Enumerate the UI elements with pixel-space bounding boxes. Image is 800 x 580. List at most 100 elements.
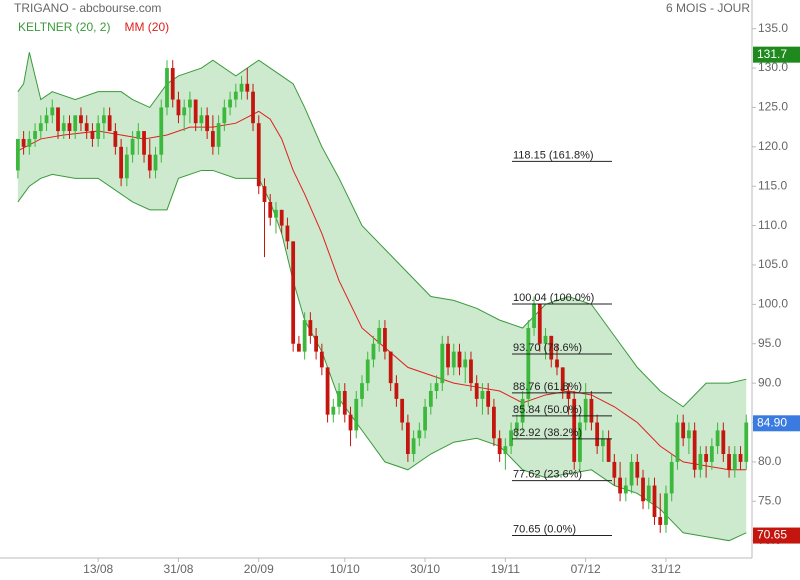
candle-body <box>388 351 393 384</box>
candle-body <box>205 115 210 132</box>
candle-body <box>153 154 158 171</box>
candle-body <box>451 351 456 368</box>
candle-body <box>514 422 519 431</box>
candle-body <box>274 209 278 218</box>
candle-body <box>589 398 594 423</box>
candle-body <box>698 454 703 470</box>
candle-body <box>50 107 55 116</box>
candle-body <box>193 99 198 124</box>
candle-body <box>492 406 496 439</box>
candle-body <box>537 304 542 344</box>
candle-body <box>228 99 232 108</box>
candle-body <box>383 327 387 352</box>
candle-body <box>641 477 645 502</box>
fib-label: 100.04 (100.0%) <box>513 292 594 304</box>
y-tick-label: 110.0 <box>758 218 787 232</box>
candle-body <box>73 115 78 132</box>
candle-body <box>446 343 450 368</box>
band-lower <box>17 169 747 542</box>
price-marker <box>753 415 800 432</box>
candle-body <box>497 438 502 455</box>
candle-body <box>90 131 95 139</box>
band-upper <box>17 52 747 408</box>
candle-body <box>405 422 410 455</box>
price-marker-label: 131.7 <box>757 47 787 61</box>
candle-body <box>308 320 313 336</box>
candle-body <box>107 115 112 132</box>
candle-body <box>337 391 341 407</box>
candle-body <box>715 430 720 447</box>
candle-body <box>440 343 445 384</box>
candle-body <box>360 383 364 399</box>
candle-body <box>142 131 146 155</box>
candle-body <box>102 115 106 124</box>
candle-body <box>96 123 101 139</box>
candle-body <box>600 438 605 447</box>
candle-body <box>646 485 651 502</box>
candle-body <box>486 391 491 407</box>
candle-body <box>687 430 691 439</box>
candle-body <box>428 391 433 407</box>
candle-body <box>210 131 215 147</box>
y-tick-label: 75.0 <box>758 493 782 507</box>
y-tick-label: 135.0 <box>758 21 788 35</box>
candle-body <box>291 241 296 344</box>
candle-body <box>21 138 26 147</box>
candle-body <box>314 335 319 352</box>
candle-body <box>681 422 686 439</box>
candle-body <box>572 398 577 462</box>
x-tick-label: 10/10 <box>330 562 360 576</box>
legend-label: KELTNER (20, 2) <box>18 20 110 34</box>
price-marker-label: 84.90 <box>757 415 787 429</box>
candle-body <box>727 454 731 470</box>
candle-body <box>474 383 479 399</box>
candle-body <box>652 485 657 518</box>
y-tick-label: 95.0 <box>758 336 782 350</box>
candle-body <box>342 391 347 415</box>
y-tick-label: 80.0 <box>758 454 782 468</box>
x-tick-label: 30/10 <box>410 562 440 576</box>
candle-body <box>170 68 175 100</box>
candle-body <box>27 138 32 147</box>
candle-body <box>692 430 697 470</box>
candle-body <box>417 430 422 439</box>
candle-body <box>371 343 376 360</box>
candle-body <box>566 391 571 399</box>
x-tick-label: 31/08 <box>163 562 193 576</box>
candle-body <box>463 359 468 368</box>
candle-body <box>176 99 181 116</box>
band-fill <box>17 52 747 541</box>
candle-body <box>119 146 123 179</box>
candle-body <box>297 343 301 352</box>
candle-body <box>520 398 525 423</box>
period: 6 MOIS - JOUR <box>666 1 750 15</box>
candle-body <box>84 123 89 132</box>
candle-body <box>526 327 531 399</box>
candle-body <box>612 461 617 478</box>
candle-body <box>159 107 164 155</box>
fib-label: 82.92 (38.2%) <box>513 427 582 439</box>
chart-title: TRIGANO - abcbourse.com <box>14 1 161 15</box>
fib-label: 70.65 (0.0%) <box>513 523 576 535</box>
candle-body <box>434 383 439 392</box>
candle-body <box>268 201 273 218</box>
candle-body <box>423 406 427 431</box>
candle-body <box>411 438 416 455</box>
candle-body <box>606 438 611 462</box>
candle-body <box>532 304 536 328</box>
fib-label: 77.62 (23.6%) <box>513 469 582 481</box>
candle-body <box>738 454 743 462</box>
candle-body <box>44 115 49 124</box>
candle-body <box>623 485 628 494</box>
candle-body <box>394 383 399 399</box>
x-tick-label: 13/08 <box>83 562 113 576</box>
x-tick-label: 07/12 <box>571 562 601 576</box>
candle-body <box>251 91 255 124</box>
candle-body <box>33 131 37 139</box>
candle-body <box>675 422 680 462</box>
candle-body <box>233 91 238 100</box>
candle-body <box>222 107 227 124</box>
candle-body <box>56 107 60 132</box>
candle-body <box>188 99 192 108</box>
